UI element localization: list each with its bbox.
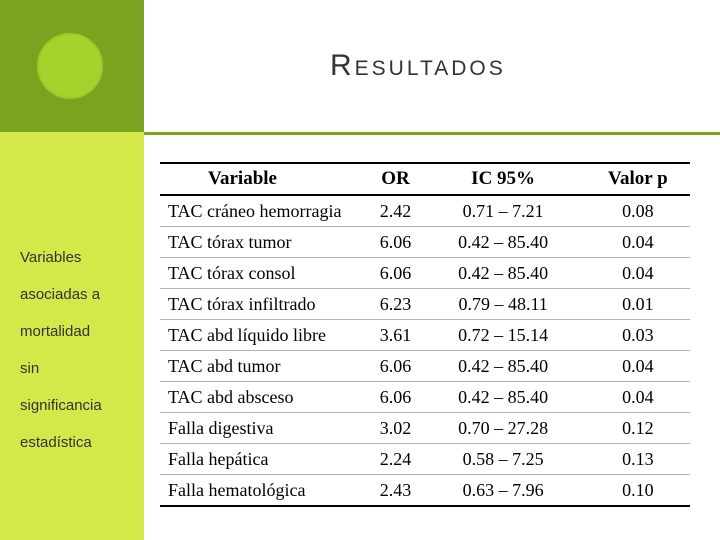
cell-or: 2.24 <box>379 449 412 469</box>
cell-variable: Falla digestiva <box>168 418 274 438</box>
sidebar-text: Variables asociadas a mortalidad sin sig… <box>20 248 140 470</box>
cell-valor-p: 0.04 <box>622 387 654 407</box>
cell-or: 2.42 <box>379 201 412 221</box>
cell-valor-p: 0.03 <box>622 325 654 345</box>
cell-valor-p: 0.12 <box>622 418 654 438</box>
cell-ic95: 0.70 – 27.28 <box>458 418 549 438</box>
table-header-row: Variable OR IC 95% Valor p <box>160 163 690 195</box>
sidebar-line: estadística <box>20 434 92 451</box>
cell-or: 6.06 <box>379 356 412 376</box>
table-row: TAC tórax tumor 6.06 0.42 – 85.40 0.04 <box>160 227 690 258</box>
cell-valor-p: 0.04 <box>622 356 654 376</box>
cell-ic95: 0.42 – 85.40 <box>458 356 549 376</box>
decorative-circle <box>37 33 103 99</box>
results-table-container: Variable OR IC 95% Valor p TAC cráneo he… <box>160 162 690 507</box>
cell-ic95: 0.42 – 85.40 <box>458 232 549 252</box>
table-row: TAC cráneo hemorragia 2.42 0.71 – 7.21 0… <box>160 195 690 227</box>
cell-valor-p: 0.01 <box>622 294 654 314</box>
cell-ic95: 0.79 – 48.11 <box>458 294 548 314</box>
header-ic95: IC 95% <box>471 168 536 189</box>
cell-ic95: 0.72 – 15.14 <box>458 325 549 345</box>
header-valor-p: Valor p <box>608 168 668 189</box>
cell-valor-p: 0.08 <box>622 201 654 221</box>
cell-ic95: 0.71 – 7.21 <box>462 201 544 221</box>
cell-variable: TAC abd absceso <box>168 387 294 407</box>
cell-or: 2.43 <box>379 480 412 500</box>
title-area <box>144 0 720 132</box>
title-divider <box>144 132 720 135</box>
cell-variable: TAC tórax consol <box>168 263 296 283</box>
cell-ic95: 0.42 – 85.40 <box>458 387 549 407</box>
cell-valor-p: 0.04 <box>622 263 654 283</box>
cell-variable: TAC cráneo hemorragia <box>168 201 342 221</box>
cell-or: 3.02 <box>379 418 412 438</box>
cell-variable: TAC abd líquido libre <box>168 325 327 345</box>
results-table: Variable OR IC 95% Valor p TAC cráneo he… <box>160 162 690 507</box>
cell-valor-p: 0.13 <box>622 449 654 469</box>
cell-variable: TAC tórax tumor <box>168 232 292 252</box>
cell-or: 3.61 <box>379 325 412 345</box>
header-variable: Variable <box>208 168 277 189</box>
cell-ic95: 0.58 – 7.25 <box>462 449 544 469</box>
table-row: TAC tórax infiltrado 6.23 0.79 – 48.11 0… <box>160 289 690 320</box>
cell-valor-p: 0.10 <box>622 480 654 500</box>
sidebar-line: significancia <box>20 397 102 414</box>
table-row: TAC abd absceso 6.06 0.42 – 85.40 0.04 <box>160 382 690 413</box>
cell-variable: Falla hepática <box>168 449 269 469</box>
cell-or: 6.06 <box>379 232 412 252</box>
table-row: TAC abd tumor 6.06 0.42 – 85.40 0.04 <box>160 351 690 382</box>
header-accent-block <box>0 0 144 132</box>
table-row: Falla hepática 2.24 0.58 – 7.25 0.13 <box>160 444 690 475</box>
sidebar-panel <box>0 132 144 540</box>
cell-or: 6.06 <box>379 387 412 407</box>
table-row: TAC abd líquido libre 3.61 0.72 – 15.14 … <box>160 320 690 351</box>
cell-valor-p: 0.04 <box>622 232 654 252</box>
slide-title: Resultados <box>330 49 506 82</box>
cell-variable: TAC tórax infiltrado <box>168 294 316 314</box>
table-row: TAC tórax consol 6.06 0.42 – 85.40 0.04 <box>160 258 690 289</box>
cell-ic95: 0.63 – 7.96 <box>462 480 544 500</box>
cell-or: 6.23 <box>379 294 412 314</box>
sidebar-line: sin <box>20 360 40 377</box>
cell-variable: TAC abd tumor <box>168 356 281 376</box>
sidebar-line: Variables <box>20 249 82 266</box>
table-row: Falla digestiva 3.02 0.70 – 27.28 0.12 <box>160 413 690 444</box>
sidebar-line: mortalidad <box>20 323 91 340</box>
cell-or: 6.06 <box>379 263 412 283</box>
header-or: OR <box>381 168 410 189</box>
cell-ic95: 0.42 – 85.40 <box>458 263 549 283</box>
sidebar-line: asociadas a <box>20 286 101 303</box>
cell-variable: Falla hematológica <box>168 480 306 500</box>
table-row: Falla hematológica 2.43 0.63 – 7.96 0.10 <box>160 475 690 506</box>
